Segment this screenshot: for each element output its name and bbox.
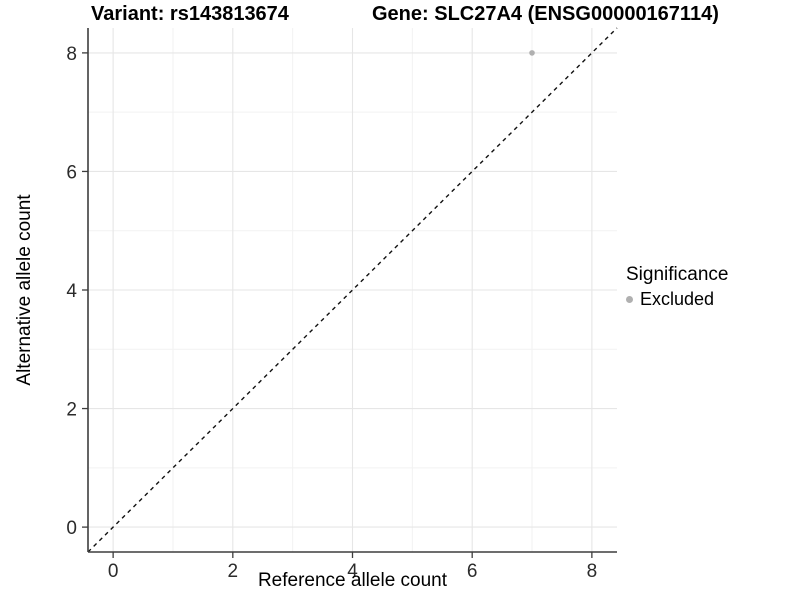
y-tick-label: 4 (66, 281, 77, 302)
y-tick-label: 6 (66, 162, 77, 183)
y-tick-label: 8 (66, 44, 77, 65)
x-tick-label: 6 (467, 561, 478, 582)
x-axis-title: Reference allele count (257, 570, 448, 591)
y-tick-label: 0 (66, 518, 77, 539)
legend: Significance Excluded (626, 264, 728, 310)
x-tick-label: 4 (347, 561, 358, 582)
x-tick-label: 8 (587, 561, 598, 582)
x-tick-label: 0 (108, 561, 119, 582)
plot-title-gene: Gene: SLC27A4 (ENSG00000167114) (372, 3, 719, 25)
legend-item-label: Excluded (640, 289, 715, 309)
y-axis-title: Alternative allele count (14, 194, 35, 386)
excluded-point-icon (626, 296, 633, 303)
legend-title: Significance (626, 264, 729, 285)
plot-title-variant: Variant: rs143813674 (91, 3, 289, 25)
x-tick-label: 2 (228, 561, 239, 582)
y-tick-label: 2 (66, 400, 77, 421)
data-point (529, 50, 535, 56)
legend-item-excluded: Excluded (626, 289, 728, 310)
